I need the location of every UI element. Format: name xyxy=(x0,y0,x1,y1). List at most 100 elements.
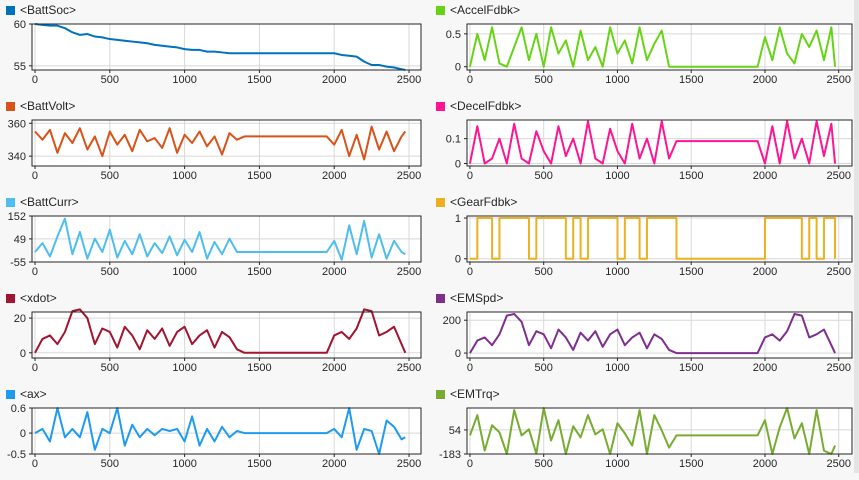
legend-label: <BattVolt> xyxy=(20,99,76,113)
plot-svg: 0 500 1000 1500 2000 2500 55 60 xyxy=(14,19,422,86)
legend-swatch-icon xyxy=(6,197,15,207)
x-tick-label: 1500 xyxy=(247,74,271,86)
y-tick-label: 152 xyxy=(8,211,26,223)
x-tick-label: 500 xyxy=(535,170,553,182)
plot-svg: 0 500 1000 1500 2000 2500 0 200 xyxy=(443,311,853,374)
legend: <ax> xyxy=(6,387,47,401)
x-tick-label: 1000 xyxy=(605,458,629,470)
plot-panel-gearfdbk[interactable]: <GearFdbk> 0 500 1000 1500 2000 2500 0 1 xyxy=(430,192,859,288)
x-tick-label: 1000 xyxy=(605,266,629,278)
y-tick-label: 360 xyxy=(8,118,26,130)
plot-border xyxy=(31,215,422,263)
x-tick-label: 2000 xyxy=(322,74,346,86)
x-tick-label: 2500 xyxy=(397,170,421,182)
x-tick-label: 1000 xyxy=(172,458,196,470)
y-tick-label: -183 xyxy=(439,449,461,461)
x-tick-label: 0 xyxy=(467,266,473,278)
legend-label: <BattCurr> xyxy=(20,195,79,209)
y-tick-label: 54 xyxy=(449,425,461,437)
x-tick-label: 2000 xyxy=(753,458,777,470)
x-tick-label: 1500 xyxy=(679,170,703,182)
plot-area[interactable] xyxy=(467,24,852,70)
y-tick-label: 0 xyxy=(20,428,26,440)
x-tick-label: 1500 xyxy=(679,362,703,374)
scrollbar[interactable] xyxy=(854,0,859,473)
plot-panel-ax[interactable]: <ax> 0 500 1000 1500 2000 2500 -0.5 0 0.6 xyxy=(0,384,429,480)
x-tick-label: 2500 xyxy=(826,458,850,470)
plot-border xyxy=(31,311,422,359)
series-line xyxy=(468,26,837,68)
legend-swatch-icon xyxy=(6,389,15,399)
legend-label: <ax> xyxy=(20,387,47,401)
x-tick-label: 1000 xyxy=(605,170,629,182)
legend-swatch-icon xyxy=(6,101,15,111)
y-tick-label: 0 xyxy=(455,254,461,266)
x-tick-label: 1000 xyxy=(172,170,196,182)
plot-panel-accelfdbk[interactable]: <AccelFdbk> 0 500 1000 1500 2000 2500 0 0.5 xyxy=(430,0,859,96)
y-tick-label: 20 xyxy=(14,313,26,325)
x-tick-label: 1000 xyxy=(605,74,629,86)
plot-border xyxy=(466,23,853,71)
legend: <GearFdbk> xyxy=(436,195,517,209)
x-tick-label: 2500 xyxy=(826,170,850,182)
plot-svg: 0 500 1000 1500 2000 2500 0 1 xyxy=(455,213,853,278)
legend: <DecelFdbk> xyxy=(436,99,521,113)
x-tick-label: 500 xyxy=(535,74,553,86)
y-tick-label: -0.5 xyxy=(7,449,26,461)
x-tick-label: 0 xyxy=(32,362,38,374)
legend-swatch-icon xyxy=(436,293,445,303)
x-tick-label: 2500 xyxy=(826,266,850,278)
legend: <EMTrq> xyxy=(436,387,500,401)
x-tick-label: 1000 xyxy=(172,74,196,86)
x-tick-label: 500 xyxy=(535,266,553,278)
x-tick-label: 1000 xyxy=(172,362,196,374)
plot-svg: 0 500 1000 1500 2000 2500 0 0.1 xyxy=(446,119,853,182)
plot-area[interactable] xyxy=(467,312,852,358)
series-line xyxy=(469,407,836,455)
x-tick-label: 2500 xyxy=(826,74,850,86)
plot-panel-emtrq[interactable]: <EMTrq> 0 500 1000 1500 2000 2500 -183 54 xyxy=(430,384,859,480)
x-tick-label: 500 xyxy=(101,74,119,86)
plot-svg: 0 500 1000 1500 2000 2500 0 20 xyxy=(14,308,422,374)
x-tick-label: 500 xyxy=(101,170,119,182)
x-tick-label: 500 xyxy=(101,266,119,278)
legend-label: <AccelFdbk> xyxy=(450,3,521,17)
x-tick-label: 1500 xyxy=(679,74,703,86)
legend-swatch-icon xyxy=(436,101,445,111)
series-line xyxy=(34,407,406,455)
x-tick-label: 2500 xyxy=(397,74,421,86)
plot-area[interactable] xyxy=(32,24,421,70)
series-line xyxy=(468,120,837,165)
series-line xyxy=(469,312,836,355)
legend: <EMSpd> xyxy=(436,291,503,305)
plot-panel-battvolt[interactable]: <BattVolt> 0 500 1000 1500 2000 2500 340 360 xyxy=(0,96,429,192)
plot-area[interactable] xyxy=(467,216,852,262)
plot-svg: 0 500 1000 1500 2000 2500 -183 54 xyxy=(439,407,853,470)
y-tick-label: 0 xyxy=(455,348,461,360)
plot-border xyxy=(31,407,422,455)
plot-svg: 0 500 1000 1500 2000 2500 -55 49 152 xyxy=(8,211,422,278)
legend-swatch-icon xyxy=(6,5,15,15)
series-line xyxy=(469,217,837,260)
x-tick-label: 2500 xyxy=(397,362,421,374)
plot-panel-battsoc[interactable]: <BattSoc> 0 500 1000 1500 2000 2500 55 60 xyxy=(0,0,429,96)
plot-panel-xdot[interactable]: <xdot> 0 500 1000 1500 2000 2500 0 20 xyxy=(0,288,429,384)
legend-label: <GearFdbk> xyxy=(450,195,518,209)
series-line xyxy=(34,23,406,71)
x-tick-label: 500 xyxy=(535,458,553,470)
x-tick-label: 2000 xyxy=(753,170,777,182)
x-tick-label: 1500 xyxy=(679,266,703,278)
y-tick-label: 49 xyxy=(14,234,26,246)
legend: <BattSoc> xyxy=(6,3,76,17)
legend-label: <EMTrq> xyxy=(450,387,500,401)
x-tick-label: 1500 xyxy=(247,458,271,470)
x-tick-label: 2500 xyxy=(397,266,421,278)
series-line xyxy=(34,217,406,261)
plot-panel-decelfdbk[interactable]: <DecelFdbk> 0 500 1000 1500 2000 2500 0 0.1 xyxy=(430,96,859,192)
legend: <xdot> xyxy=(6,291,57,305)
plot-area[interactable] xyxy=(467,408,852,454)
plot-panel-emspd[interactable]: <EMSpd> 0 500 1000 1500 2000 2500 0 200 xyxy=(430,288,859,384)
plot-panel-battcurr[interactable]: <BattCurr> 0 500 1000 1500 2000 2500 -55 49 152 xyxy=(0,192,429,288)
y-tick-label: -55 xyxy=(10,257,26,269)
x-tick-label: 500 xyxy=(101,362,119,374)
